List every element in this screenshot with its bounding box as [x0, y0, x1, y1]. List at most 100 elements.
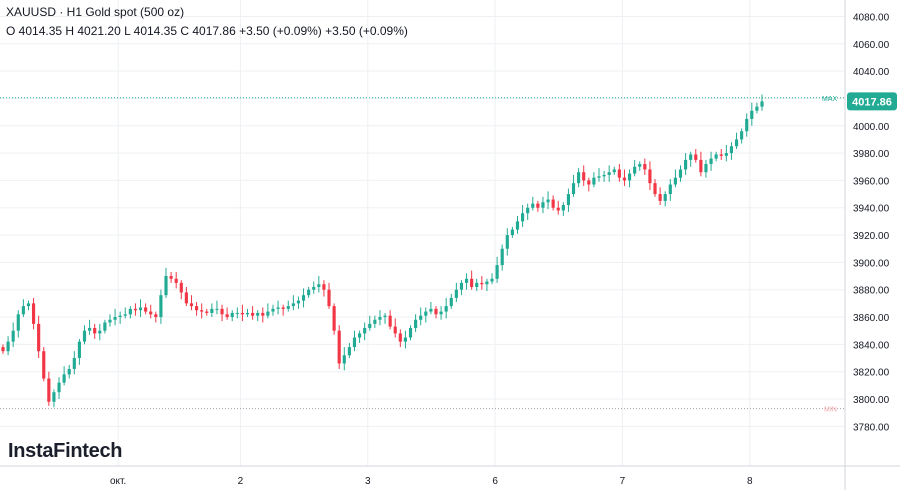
candle-body	[266, 311, 270, 316]
brand-logo-text: InstaFintech	[8, 440, 123, 462]
candle-body	[149, 311, 153, 315]
price-tick-label: 3820.00	[853, 368, 890, 379]
candle-body	[342, 355, 346, 364]
candle-body	[62, 374, 66, 383]
candle-body	[72, 358, 76, 369]
candle-body	[724, 153, 728, 156]
candle-body	[154, 314, 158, 318]
price-tick-label: 4040.00	[853, 67, 890, 78]
candle-body	[556, 207, 560, 211]
candle-body	[526, 207, 530, 214]
candle-body	[205, 311, 209, 313]
candle-body	[592, 177, 596, 185]
candle-body	[220, 308, 224, 315]
candle-body	[444, 306, 448, 312]
candle-body	[602, 174, 606, 177]
candle-body	[373, 319, 377, 324]
candle-body	[327, 289, 331, 307]
candle-body	[521, 213, 525, 222]
candle-body	[643, 164, 647, 170]
candles	[1, 94, 764, 408]
candle-body	[98, 330, 102, 334]
candle-body	[587, 180, 591, 185]
candle-body	[684, 159, 688, 170]
candle-body	[210, 308, 214, 313]
candle-body	[475, 282, 479, 287]
candle-body	[531, 203, 535, 208]
candle-body	[82, 330, 87, 342]
candle-body	[378, 317, 382, 320]
candle-body	[755, 106, 759, 111]
candle-body	[464, 278, 469, 283]
candle-body	[37, 323, 41, 352]
candle-body	[337, 330, 341, 364]
candle-body	[709, 158, 713, 165]
price-tick-label: 3960.00	[853, 176, 890, 187]
price-tick-label: 3880.00	[853, 286, 890, 297]
price-tick-label: 3900.00	[853, 258, 890, 269]
price-tick-label: 3940.00	[853, 204, 890, 215]
candle-body	[689, 154, 693, 160]
candle-body	[439, 311, 443, 315]
candle-body	[317, 284, 321, 287]
candle-body	[383, 315, 387, 318]
candle-body	[617, 169, 621, 178]
candle-body	[729, 146, 734, 154]
candle-body	[200, 310, 204, 312]
candle-body	[1, 347, 5, 352]
candle-body	[648, 169, 652, 184]
candle-body	[419, 315, 423, 320]
candle-body	[745, 118, 749, 132]
candle-body	[750, 110, 754, 119]
candle-body	[566, 194, 571, 206]
candle-body	[57, 382, 61, 393]
candle-body	[31, 303, 36, 324]
candle-body	[414, 319, 418, 328]
candle-body	[11, 330, 15, 342]
price-axis[interactable]: 4080.004060.004040.004020.004000.003980.…	[844, 0, 897, 490]
candle-body	[133, 308, 138, 311]
candle-body	[67, 368, 71, 375]
candle-body	[571, 183, 576, 195]
time-axis[interactable]: окт. 2 3 6 7 8	[0, 465, 900, 487]
candle-body	[510, 229, 514, 236]
candle-body	[215, 308, 219, 310]
candle-body	[93, 327, 97, 334]
candle-body	[312, 286, 316, 290]
candle-body	[194, 306, 199, 311]
price-tick-label: 4060.00	[853, 40, 890, 51]
candle-body	[138, 307, 143, 311]
candle-body	[26, 303, 31, 307]
candle-body	[108, 319, 112, 323]
candle-body	[322, 284, 326, 290]
candle-body	[403, 337, 408, 342]
candle-body	[449, 297, 453, 307]
candle-body	[179, 282, 183, 293]
candle-body	[633, 166, 637, 174]
candle-body	[52, 392, 56, 402]
candle-body	[495, 265, 499, 279]
candle-body	[164, 276, 168, 296]
time-tick-label: 8	[747, 476, 753, 487]
candle-body	[424, 311, 428, 316]
candle-body	[429, 308, 433, 312]
candle-body	[128, 308, 132, 315]
candle-body	[307, 289, 311, 296]
price-tick-label: 3800.00	[853, 395, 890, 406]
candle-body	[740, 131, 744, 140]
price-tick-label: 3780.00	[853, 422, 890, 433]
candle-body	[622, 177, 627, 181]
candle-body	[454, 289, 458, 298]
candle-body	[256, 312, 260, 316]
candle-body	[714, 154, 718, 159]
candle-body	[347, 347, 351, 356]
candle-body	[235, 312, 239, 314]
min-label: MIN	[824, 407, 837, 414]
candle-body	[6, 341, 10, 352]
time-tick-label: 7	[620, 476, 626, 487]
candle-body	[332, 306, 336, 331]
candle-body	[678, 169, 683, 178]
candle-body	[169, 276, 173, 279]
chart-title: XAUUSD · H1 Gold spot (500 oz)	[6, 5, 185, 19]
